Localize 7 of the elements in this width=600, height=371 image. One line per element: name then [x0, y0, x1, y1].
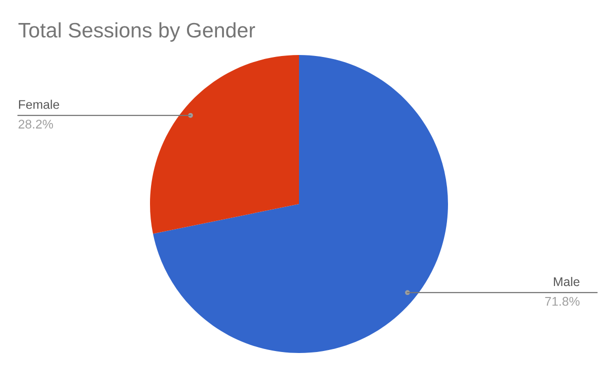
- pie-slice: [150, 55, 299, 234]
- slice-label: Male: [554, 276, 580, 286]
- data-label: 71.8%: [545, 296, 580, 306]
- pie-slice: [153, 55, 448, 353]
- chart-title: Total Sessions by Gender: [18, 22, 256, 42]
- data-label: 28.2%: [18, 120, 53, 129]
- slice-label: Female: [19, 100, 60, 109]
